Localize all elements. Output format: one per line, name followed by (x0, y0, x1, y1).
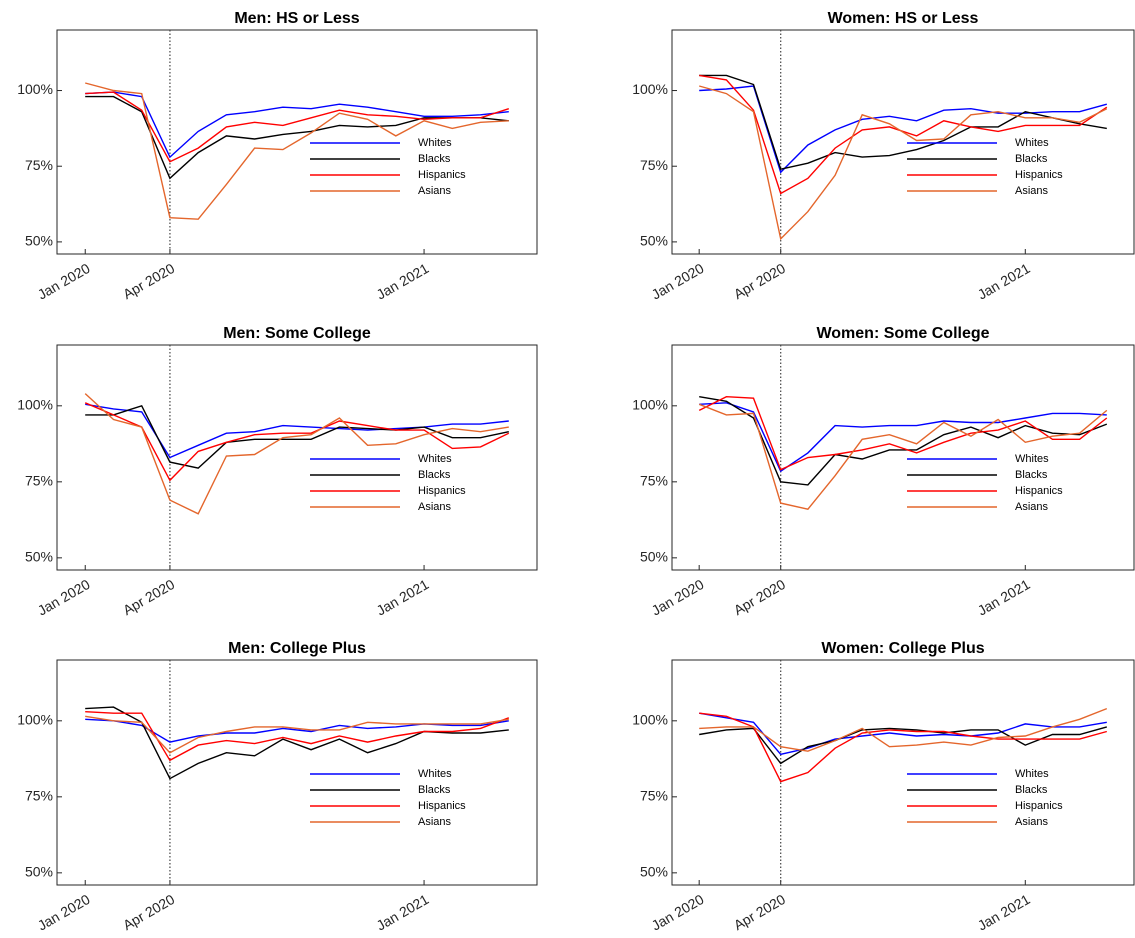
legend-label: Blacks (418, 469, 451, 481)
axes-box (56, 659, 538, 886)
panel-title: Men: College Plus (228, 640, 366, 657)
legend-label: Blacks (418, 784, 451, 796)
y-tick-label: 50% (25, 549, 53, 565)
x-tick-label: Jan 2020 (649, 891, 707, 934)
series-line (85, 715, 509, 754)
y-tick-label: 50% (25, 864, 53, 880)
axes-box (671, 659, 1135, 886)
axes-box (671, 344, 1135, 571)
legend-label: Whites (1015, 453, 1049, 465)
series-line (698, 403, 1108, 510)
series-line (699, 402, 1107, 473)
legend-label: Whites (418, 453, 452, 465)
y-tick-label: 50% (640, 233, 668, 249)
series-line (85, 404, 509, 469)
panel: Women: College Plus 50% 75% 100% Jan 2020 Apr… (632, 640, 1135, 934)
legend-label: Whites (418, 137, 452, 149)
panel-title: Women: HS or Less (828, 10, 979, 27)
legend-label: Asians (1015, 501, 1049, 513)
legend-label: Blacks (418, 153, 451, 165)
x-tick-label: Jan 2021 (374, 260, 432, 303)
series-line (84, 402, 510, 482)
legend-label: Asians (418, 816, 452, 828)
y-tick-label: 100% (632, 712, 668, 728)
series-line (85, 91, 509, 159)
legend-label: Asians (1015, 816, 1049, 828)
x-tick-label: Jan 2020 (35, 260, 93, 303)
legend-label: Whites (1015, 137, 1049, 149)
legend-label: Blacks (1015, 153, 1048, 165)
x-tick-label: Apr 2020 (731, 260, 788, 302)
legend-label: Asians (418, 185, 452, 197)
panel-title: Women: Some College (816, 325, 989, 342)
y-tick-label: 75% (640, 788, 668, 804)
x-tick-label: Jan 2021 (975, 891, 1033, 934)
legend-label: Hispanics (418, 800, 466, 812)
series-line (85, 91, 510, 163)
y-tick-label: 100% (17, 81, 53, 97)
x-tick-label: Jan 2020 (649, 576, 707, 619)
legend-label: Hispanics (1015, 169, 1063, 181)
legend-label: Blacks (1015, 469, 1048, 481)
axes-box (56, 344, 538, 571)
panel: Women: HS or Less 50% 75% 100% Jan 2020 Apr 2… (632, 10, 1135, 303)
y-tick-label: 100% (17, 712, 53, 728)
y-tick-label: 75% (25, 473, 53, 489)
y-tick-label: 50% (640, 549, 668, 565)
series-line (699, 707, 1108, 752)
series-line (699, 85, 1107, 174)
series-line (85, 718, 509, 743)
x-tick-label: Apr 2020 (120, 260, 177, 302)
panel: Men: College Plus 50% 75% 100% Jan 2020 Apr 2… (17, 640, 538, 934)
y-tick-label: 75% (640, 157, 668, 173)
panel-title: Women: College Plus (821, 640, 984, 657)
y-tick-label: 50% (640, 864, 668, 880)
legend-label: Hispanics (418, 169, 466, 181)
panel: Women: Some College 50% 75% 100% Jan 2020 Apr… (632, 325, 1135, 619)
y-tick-label: 100% (632, 397, 668, 413)
panel-title: Men: HS or Less (234, 10, 359, 27)
x-tick-label: Jan 2020 (35, 891, 93, 934)
x-tick-label: Jan 2020 (35, 576, 93, 619)
panel: Men: Some College 50% 75% 100% Jan 2020 Apr 2… (17, 325, 538, 619)
panel: Men: HS or Less 50% 75% 100% Jan 2020 Apr 202… (17, 10, 538, 303)
x-tick-label: Jan 2021 (374, 576, 432, 619)
series-line (699, 712, 1107, 783)
legend-label: Blacks (1015, 784, 1048, 796)
series-line (85, 403, 509, 459)
axes-box (671, 29, 1135, 255)
legend-label: Hispanics (1015, 485, 1063, 497)
x-tick-label: Jan 2021 (975, 260, 1033, 303)
axes-box (56, 29, 538, 255)
series-line (698, 395, 1108, 471)
x-tick-label: Apr 2020 (731, 576, 788, 618)
series-line (84, 393, 509, 515)
y-tick-label: 100% (632, 81, 668, 97)
series-line (85, 82, 509, 220)
series-line (699, 712, 1107, 756)
series-line (699, 85, 1108, 241)
panel-title: Men: Some College (223, 325, 371, 342)
y-tick-label: 75% (640, 473, 668, 489)
legend-label: Asians (418, 501, 452, 513)
x-tick-label: Apr 2020 (731, 891, 788, 933)
y-tick-label: 100% (17, 397, 53, 413)
legend-label: Whites (418, 768, 452, 780)
y-tick-label: 75% (25, 788, 53, 804)
legend-label: Whites (1015, 768, 1049, 780)
series-line (699, 74, 1107, 171)
y-tick-label: 50% (25, 233, 53, 249)
x-tick-label: Jan 2020 (649, 260, 707, 303)
legend-label: Hispanics (418, 485, 466, 497)
x-tick-label: Jan 2021 (374, 891, 432, 934)
series-line (85, 706, 509, 780)
x-tick-label: Apr 2020 (120, 891, 177, 933)
series-line (85, 95, 509, 180)
legend-label: Asians (1015, 185, 1049, 197)
x-tick-label: Apr 2020 (120, 576, 177, 618)
y-tick-label: 75% (25, 157, 53, 173)
legend-label: Hispanics (1015, 800, 1063, 812)
x-tick-label: Jan 2021 (975, 576, 1033, 619)
